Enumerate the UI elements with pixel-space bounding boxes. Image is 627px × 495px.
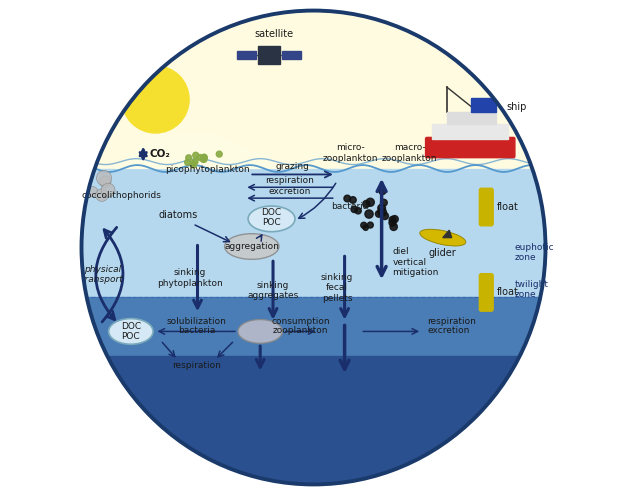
Circle shape xyxy=(197,154,203,160)
Text: grazing: grazing xyxy=(275,162,309,171)
Circle shape xyxy=(122,66,189,133)
Text: consumption: consumption xyxy=(271,317,330,327)
Text: respiration: respiration xyxy=(172,361,221,370)
Circle shape xyxy=(390,223,398,231)
Ellipse shape xyxy=(82,10,545,485)
Ellipse shape xyxy=(238,320,282,343)
Circle shape xyxy=(351,206,357,212)
Text: aggregation: aggregation xyxy=(224,242,279,251)
Circle shape xyxy=(344,195,350,202)
Text: satellite: satellite xyxy=(255,29,293,39)
Circle shape xyxy=(191,162,196,168)
FancyBboxPatch shape xyxy=(282,51,301,59)
Text: solubilization: solubilization xyxy=(167,317,226,327)
Circle shape xyxy=(96,189,108,201)
Ellipse shape xyxy=(108,319,153,344)
Text: excretion: excretion xyxy=(427,326,470,336)
Text: diel
vertical
mitigation: diel vertical mitigation xyxy=(393,248,439,277)
Circle shape xyxy=(201,154,207,160)
Text: DOC
POC: DOC POC xyxy=(121,322,141,341)
Circle shape xyxy=(378,204,386,212)
Circle shape xyxy=(391,215,398,223)
FancyBboxPatch shape xyxy=(480,274,493,311)
Circle shape xyxy=(363,200,370,207)
Circle shape xyxy=(366,198,374,206)
Text: respiration: respiration xyxy=(427,317,476,327)
Bar xyxy=(82,356,545,495)
FancyBboxPatch shape xyxy=(472,98,496,112)
Circle shape xyxy=(201,156,207,162)
FancyBboxPatch shape xyxy=(447,112,496,124)
Ellipse shape xyxy=(224,234,279,259)
Circle shape xyxy=(367,222,373,228)
Circle shape xyxy=(192,152,199,158)
Circle shape xyxy=(100,176,111,188)
Text: bacteria: bacteria xyxy=(178,326,215,336)
Circle shape xyxy=(363,225,368,230)
Text: CO₂: CO₂ xyxy=(150,149,171,159)
FancyBboxPatch shape xyxy=(480,188,493,226)
Circle shape xyxy=(201,154,207,160)
Text: physical
transport: physical transport xyxy=(82,265,123,284)
Circle shape xyxy=(379,188,386,195)
Circle shape xyxy=(365,210,373,218)
Circle shape xyxy=(350,197,356,203)
Text: sinking
phytoplankton: sinking phytoplankton xyxy=(157,268,223,288)
Ellipse shape xyxy=(420,229,466,246)
Text: excretion: excretion xyxy=(268,187,311,196)
Circle shape xyxy=(190,161,196,167)
Text: ship: ship xyxy=(506,102,527,112)
Circle shape xyxy=(381,212,389,220)
FancyBboxPatch shape xyxy=(432,124,508,139)
Text: sinking
aggregates: sinking aggregates xyxy=(248,281,298,300)
Circle shape xyxy=(101,183,115,197)
Circle shape xyxy=(88,187,98,197)
Circle shape xyxy=(381,199,387,206)
Circle shape xyxy=(389,219,396,226)
Circle shape xyxy=(355,207,361,214)
Circle shape xyxy=(192,159,198,165)
FancyBboxPatch shape xyxy=(258,46,280,64)
Circle shape xyxy=(201,156,206,162)
Text: coccolithophorids: coccolithophorids xyxy=(81,191,161,200)
Circle shape xyxy=(186,155,192,161)
Circle shape xyxy=(389,216,396,223)
Text: picophytoplankton: picophytoplankton xyxy=(165,165,250,174)
Ellipse shape xyxy=(82,10,545,485)
Circle shape xyxy=(216,151,222,157)
Text: zooplankton: zooplankton xyxy=(273,326,329,336)
Circle shape xyxy=(378,208,386,216)
Text: glider: glider xyxy=(429,248,456,257)
Circle shape xyxy=(376,210,382,217)
Text: bacteria: bacteria xyxy=(331,201,368,210)
Polygon shape xyxy=(443,230,451,238)
Circle shape xyxy=(97,170,112,186)
Ellipse shape xyxy=(248,206,295,232)
FancyBboxPatch shape xyxy=(426,138,515,158)
Circle shape xyxy=(185,159,191,165)
Text: euphotic
zone: euphotic zone xyxy=(515,243,554,262)
Circle shape xyxy=(361,222,367,228)
Text: respiration: respiration xyxy=(265,176,314,185)
Text: macro-
zooplankton: macro- zooplankton xyxy=(382,143,438,162)
Text: micro-
zooplankton: micro- zooplankton xyxy=(323,143,378,162)
FancyBboxPatch shape xyxy=(237,51,256,59)
Text: sinking
fecal
pellets: sinking fecal pellets xyxy=(321,273,354,303)
Bar xyxy=(82,168,545,297)
Text: float: float xyxy=(497,288,519,297)
Text: DOC
POC: DOC POC xyxy=(261,208,282,227)
Bar xyxy=(82,297,545,356)
Text: float: float xyxy=(497,202,519,212)
Text: twilight
zone: twilight zone xyxy=(515,280,549,299)
Polygon shape xyxy=(116,134,289,168)
Text: diatoms: diatoms xyxy=(158,210,198,220)
